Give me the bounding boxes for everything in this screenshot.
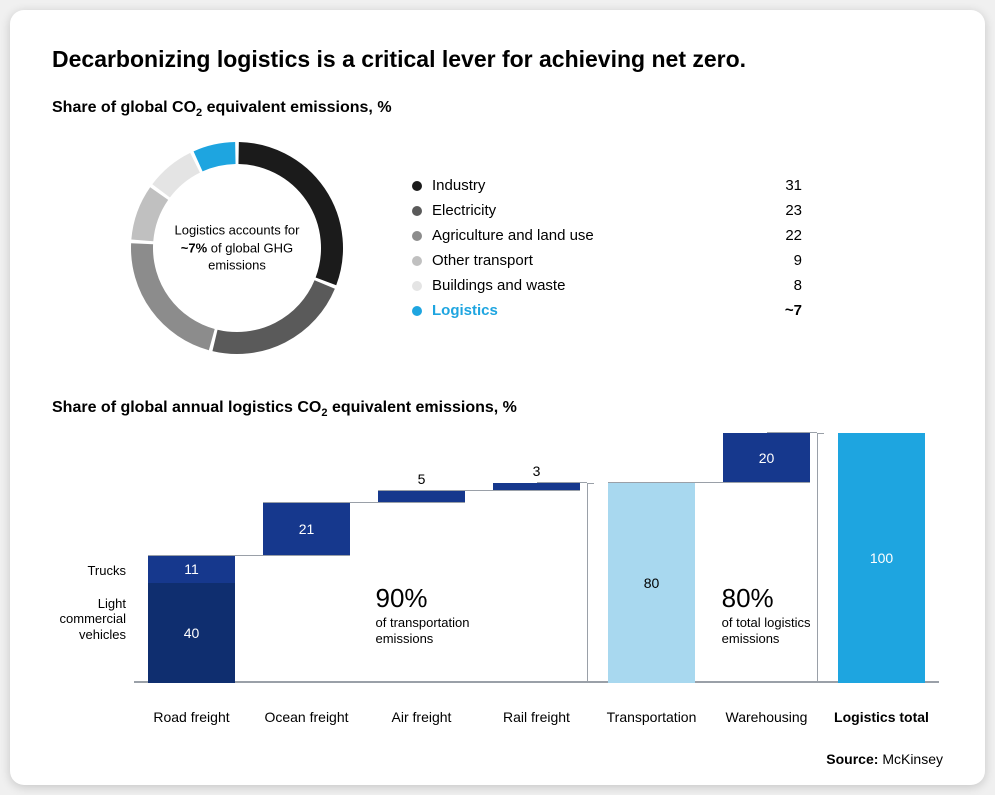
infographic-card: Decarbonizing logistics is a critical le… (10, 10, 985, 785)
legend-label: Agriculture and land use (432, 227, 744, 244)
category-label: Warehousing (709, 709, 824, 726)
legend-swatch (412, 256, 422, 266)
category-label: Rail freight (479, 709, 594, 726)
callout: 90%of transportation emissions (376, 582, 496, 647)
legend-swatch (412, 206, 422, 216)
donut-segment-electricity (215, 285, 325, 343)
donut-subtitle: Share of global CO2 equivalent emissions… (52, 99, 943, 119)
bracket (587, 483, 594, 683)
wf-col-ocean: 21Ocean freight (249, 433, 364, 683)
donut-chart: Logistics accounts for ~7% of global GHG… (122, 133, 352, 363)
donut-subtitle-pre: Share of global CO (52, 99, 196, 116)
donut-segment-other-transport (142, 194, 159, 241)
legend-swatch (412, 231, 422, 241)
legend-swatch (412, 281, 422, 291)
connector (537, 482, 588, 483)
bar-value: 20 (723, 433, 810, 483)
legend-value: ~7 (754, 302, 802, 319)
source-label: Source: (826, 751, 878, 767)
bar-road: 11 (148, 556, 235, 584)
bar-ocean: 21 (263, 503, 350, 556)
bar-road: 40 (148, 583, 235, 683)
side-label: Trucks (42, 563, 134, 579)
legend-value: 8 (754, 277, 802, 294)
bar-value: 40 (148, 583, 235, 683)
legend-label: Industry (432, 177, 744, 194)
callout-small: of transportation emissions (376, 615, 470, 646)
legend-value: 9 (754, 252, 802, 269)
connector (608, 482, 810, 483)
bar-transport: 80 (608, 483, 695, 683)
callout-big: 80% (722, 582, 842, 615)
wf-col-rail: 3Rail freight (479, 433, 594, 683)
category-label: Transportation (594, 709, 709, 726)
side-label: Light commercial vehicles (42, 596, 134, 643)
bar-value: 3 (493, 463, 580, 479)
donut-legend: Industry 31 Electricity 23 Agriculture and l… (412, 173, 802, 323)
legend-value: 23 (754, 202, 802, 219)
legend-label: Buildings and waste (432, 277, 744, 294)
legend-row: Logistics ~7 (412, 298, 802, 323)
bar-warehouse: 20 (723, 433, 810, 483)
donut-subtitle-post: equivalent emissions, % (202, 99, 391, 116)
legend-value: 22 (754, 227, 802, 244)
legend-row: Electricity 23 (412, 198, 802, 223)
waterfall-chart: 40Light commercial vehicles11TrucksRoad … (134, 433, 939, 683)
bar-total: 100 (838, 433, 925, 683)
connector (378, 490, 580, 491)
source-attribution: Source: McKinsey (826, 751, 943, 767)
bar-value: 21 (263, 503, 350, 556)
callout-big: 90% (376, 582, 496, 615)
donut-segment-logistics (198, 153, 235, 161)
donut-section: Logistics accounts for ~7% of global GHG… (52, 133, 943, 363)
legend-value: 31 (754, 177, 802, 194)
legend-row: Industry 31 (412, 173, 802, 198)
connector (148, 555, 350, 556)
callout-small: of total logistics emissions (722, 615, 811, 646)
category-label: Ocean freight (249, 709, 364, 726)
bar-value: 100 (838, 433, 925, 683)
legend-swatch (412, 306, 422, 316)
bar-value: 11 (148, 556, 235, 584)
legend-swatch (412, 181, 422, 191)
category-label: Air freight (364, 709, 479, 726)
callout: 80%of total logistics emissions (722, 582, 842, 647)
bar-value: 80 (608, 483, 695, 683)
connector (767, 432, 818, 433)
source-name: McKinsey (882, 751, 943, 767)
donut-segment-buildings-and-waste (161, 163, 195, 191)
bar-value: 5 (378, 471, 465, 487)
category-label: Road freight (134, 709, 249, 726)
legend-label: Electricity (432, 202, 744, 219)
legend-row: Agriculture and land use 22 (412, 223, 802, 248)
legend-row: Buildings and waste 8 (412, 273, 802, 298)
main-title: Decarbonizing logistics is a critical le… (52, 46, 943, 73)
waterfall-subtitle-post: equivalent emissions, % (328, 399, 517, 416)
legend-label: Logistics (432, 302, 744, 319)
legend-label: Other transport (432, 252, 744, 269)
connector (263, 502, 465, 503)
waterfall-subtitle-pre: Share of global annual logistics CO (52, 399, 321, 416)
legend-row: Other transport 9 (412, 248, 802, 273)
donut-center-text: Logistics accounts for ~7% of global GHG… (172, 222, 302, 275)
wf-col-transport: 80Transportation (594, 433, 709, 683)
waterfall-subtitle: Share of global annual logistics CO2 equ… (52, 399, 943, 419)
category-label: Logistics total (824, 709, 939, 726)
wf-col-road: 40Light commercial vehicles11TrucksRoad … (134, 433, 249, 683)
